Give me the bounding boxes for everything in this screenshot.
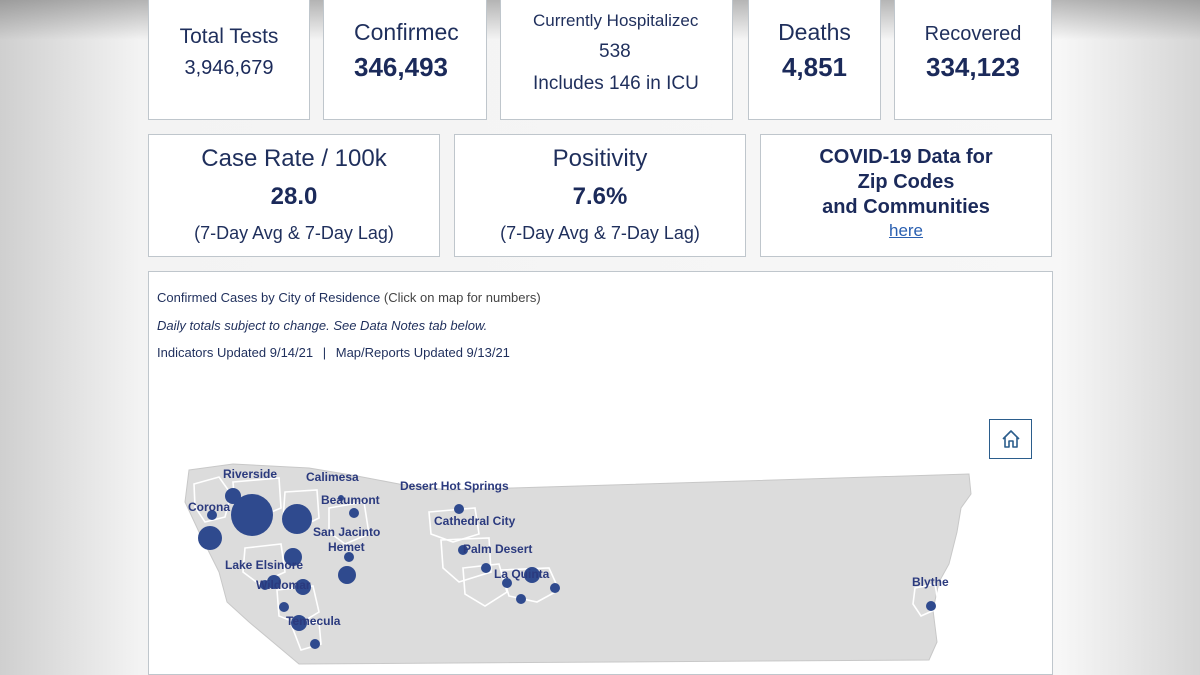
hospitalized-label: Currently Hospitalizec xyxy=(533,11,699,30)
bubble-temecula[interactable] xyxy=(291,615,307,631)
bubble-la-quinta[interactable] xyxy=(502,578,512,588)
map-subtitle: Daily totals subject to change. See Data… xyxy=(157,318,488,333)
hospitalized-value: 538 xyxy=(599,41,631,62)
bubble-coachella[interactable] xyxy=(550,583,560,593)
total-tests-value: 3,946,679 xyxy=(184,57,274,79)
bubble-lake-elsinore[interactable] xyxy=(284,548,302,566)
bubble-corona[interactable] xyxy=(198,526,222,550)
county-shape xyxy=(184,463,972,665)
bubble-murrieta[interactable] xyxy=(295,579,311,595)
bubble-wildomar[interactable] xyxy=(260,580,270,590)
total-tests-card: Total Tests 3,946,679 xyxy=(148,0,310,120)
bubble-riverside[interactable] xyxy=(225,488,241,504)
bubble-canyon-lake[interactable] xyxy=(279,602,289,612)
city-label-cathedral-city: Cathedral City xyxy=(434,514,516,528)
hospitalized-icu-note: Includes 146 in ICU xyxy=(533,73,699,94)
confirmed-value: 346,493 xyxy=(354,52,448,82)
city-label-riverside: Riverside xyxy=(223,467,277,481)
case-rate-note: (7-Day Avg & 7-Day Lag) xyxy=(194,223,394,243)
bubble-palm-desert[interactable] xyxy=(481,563,491,573)
zip-codes-card: COVID-19 Data for Zip Codes and Communit… xyxy=(760,134,1052,257)
recovered-label: Recovered xyxy=(924,23,1022,45)
city-label-hemet: Hemet xyxy=(328,540,365,554)
city-label-blythe: Blythe xyxy=(912,575,949,589)
bubble-menifee[interactable] xyxy=(267,575,281,589)
bubble-thermal[interactable] xyxy=(516,594,526,604)
bubble-beaumont[interactable] xyxy=(349,508,359,518)
bubble-moreno-valley[interactable] xyxy=(282,504,312,534)
bubble-norco[interactable] xyxy=(207,510,217,520)
home-icon xyxy=(1001,430,1020,448)
deaths-value: 4,851 xyxy=(781,52,848,82)
deaths-label: Deaths xyxy=(778,19,851,45)
city-label-san-jacinto: San Jacinto xyxy=(313,525,380,539)
county-map[interactable]: Riverside Calimesa Desert Hot Springs Be… xyxy=(149,272,1053,675)
bubble-cathedral-city[interactable] xyxy=(458,545,468,555)
update-info: Indicators Updated 9/14/21 | Map/Reports… xyxy=(157,345,510,360)
bubble-hemet[interactable] xyxy=(338,566,356,584)
city-label-wildomar: Wildomar xyxy=(256,578,311,592)
city-label-calimesa: Calimesa xyxy=(306,470,359,484)
positivity-value: 7.6% xyxy=(572,183,628,210)
city-labels: Riverside Calimesa Desert Hot Springs Be… xyxy=(188,467,949,628)
bubble-desert-hot-springs[interactable] xyxy=(454,504,464,514)
city-map-panel: Confirmed Cases by City of Residence (Cl… xyxy=(148,271,1053,675)
city-label-beaumont: Beaumont xyxy=(321,493,380,507)
bubble-san-jacinto[interactable] xyxy=(344,552,354,562)
city-label-lake-elsinore: Lake Elsinore xyxy=(225,558,303,572)
city-label-palm-desert: Palm Desert xyxy=(463,542,532,556)
city-label-desert-hot-springs: Desert Hot Springs xyxy=(400,479,509,493)
recovered-card: Recovered 334,123 xyxy=(894,0,1052,120)
case-rate-card: Case Rate / 100k 28.0 (7-Day Avg & 7-Day… xyxy=(148,134,440,257)
confirmed-label: Confirmec xyxy=(354,19,459,45)
city-label-corona: Corona xyxy=(188,500,230,514)
bubble-calimesa[interactable] xyxy=(338,495,344,501)
positivity-note: (7-Day Avg & 7-Day Lag) xyxy=(500,223,700,243)
map-title-hint: (Click on map for numbers) xyxy=(383,290,541,305)
city-boundaries xyxy=(193,476,940,651)
positivity-label: Positivity xyxy=(552,145,648,172)
case-rate-value: 28.0 xyxy=(270,183,318,210)
case-bubbles xyxy=(198,488,936,649)
zip-card-line3: and Communities xyxy=(822,196,990,218)
city-label-temecula: Temecula xyxy=(286,614,341,628)
recovered-value: 334,123 xyxy=(926,52,1020,82)
map-home-button[interactable] xyxy=(989,419,1032,459)
indicators-updated: Indicators Updated 9/14/21 xyxy=(157,345,314,360)
bubble-blythe[interactable] xyxy=(926,601,936,611)
bubble-riverside-main[interactable] xyxy=(231,494,273,536)
map-title: Confirmed Cases by City of Residence (Cl… xyxy=(157,290,541,305)
zip-card-line2: Zip Codes xyxy=(857,171,955,193)
map-reports-updated: Map/Reports Updated 9/13/21 xyxy=(335,345,510,360)
zip-card-line1: COVID-19 Data for xyxy=(819,146,993,168)
bubble-south-county[interactable] xyxy=(310,639,320,649)
bubble-indio[interactable] xyxy=(524,567,540,583)
deaths-card: Deaths 4,851 xyxy=(748,0,881,120)
total-tests-label: Total Tests xyxy=(179,25,279,48)
update-separator: | xyxy=(322,345,327,360)
hospitalized-card: Currently Hospitalizec 538 Includes 146 … xyxy=(500,0,733,120)
city-label-la-quinta: La Quinta xyxy=(494,567,550,581)
positivity-card: Positivity 7.6% (7-Day Avg & 7-Day Lag) xyxy=(454,134,746,257)
zip-data-link[interactable]: here xyxy=(888,221,924,240)
confirmed-card: Confirmec 346,493 xyxy=(323,0,487,120)
map-title-text: Confirmed Cases by City of Residence xyxy=(157,290,381,305)
case-rate-label: Case Rate / 100k xyxy=(201,145,387,172)
